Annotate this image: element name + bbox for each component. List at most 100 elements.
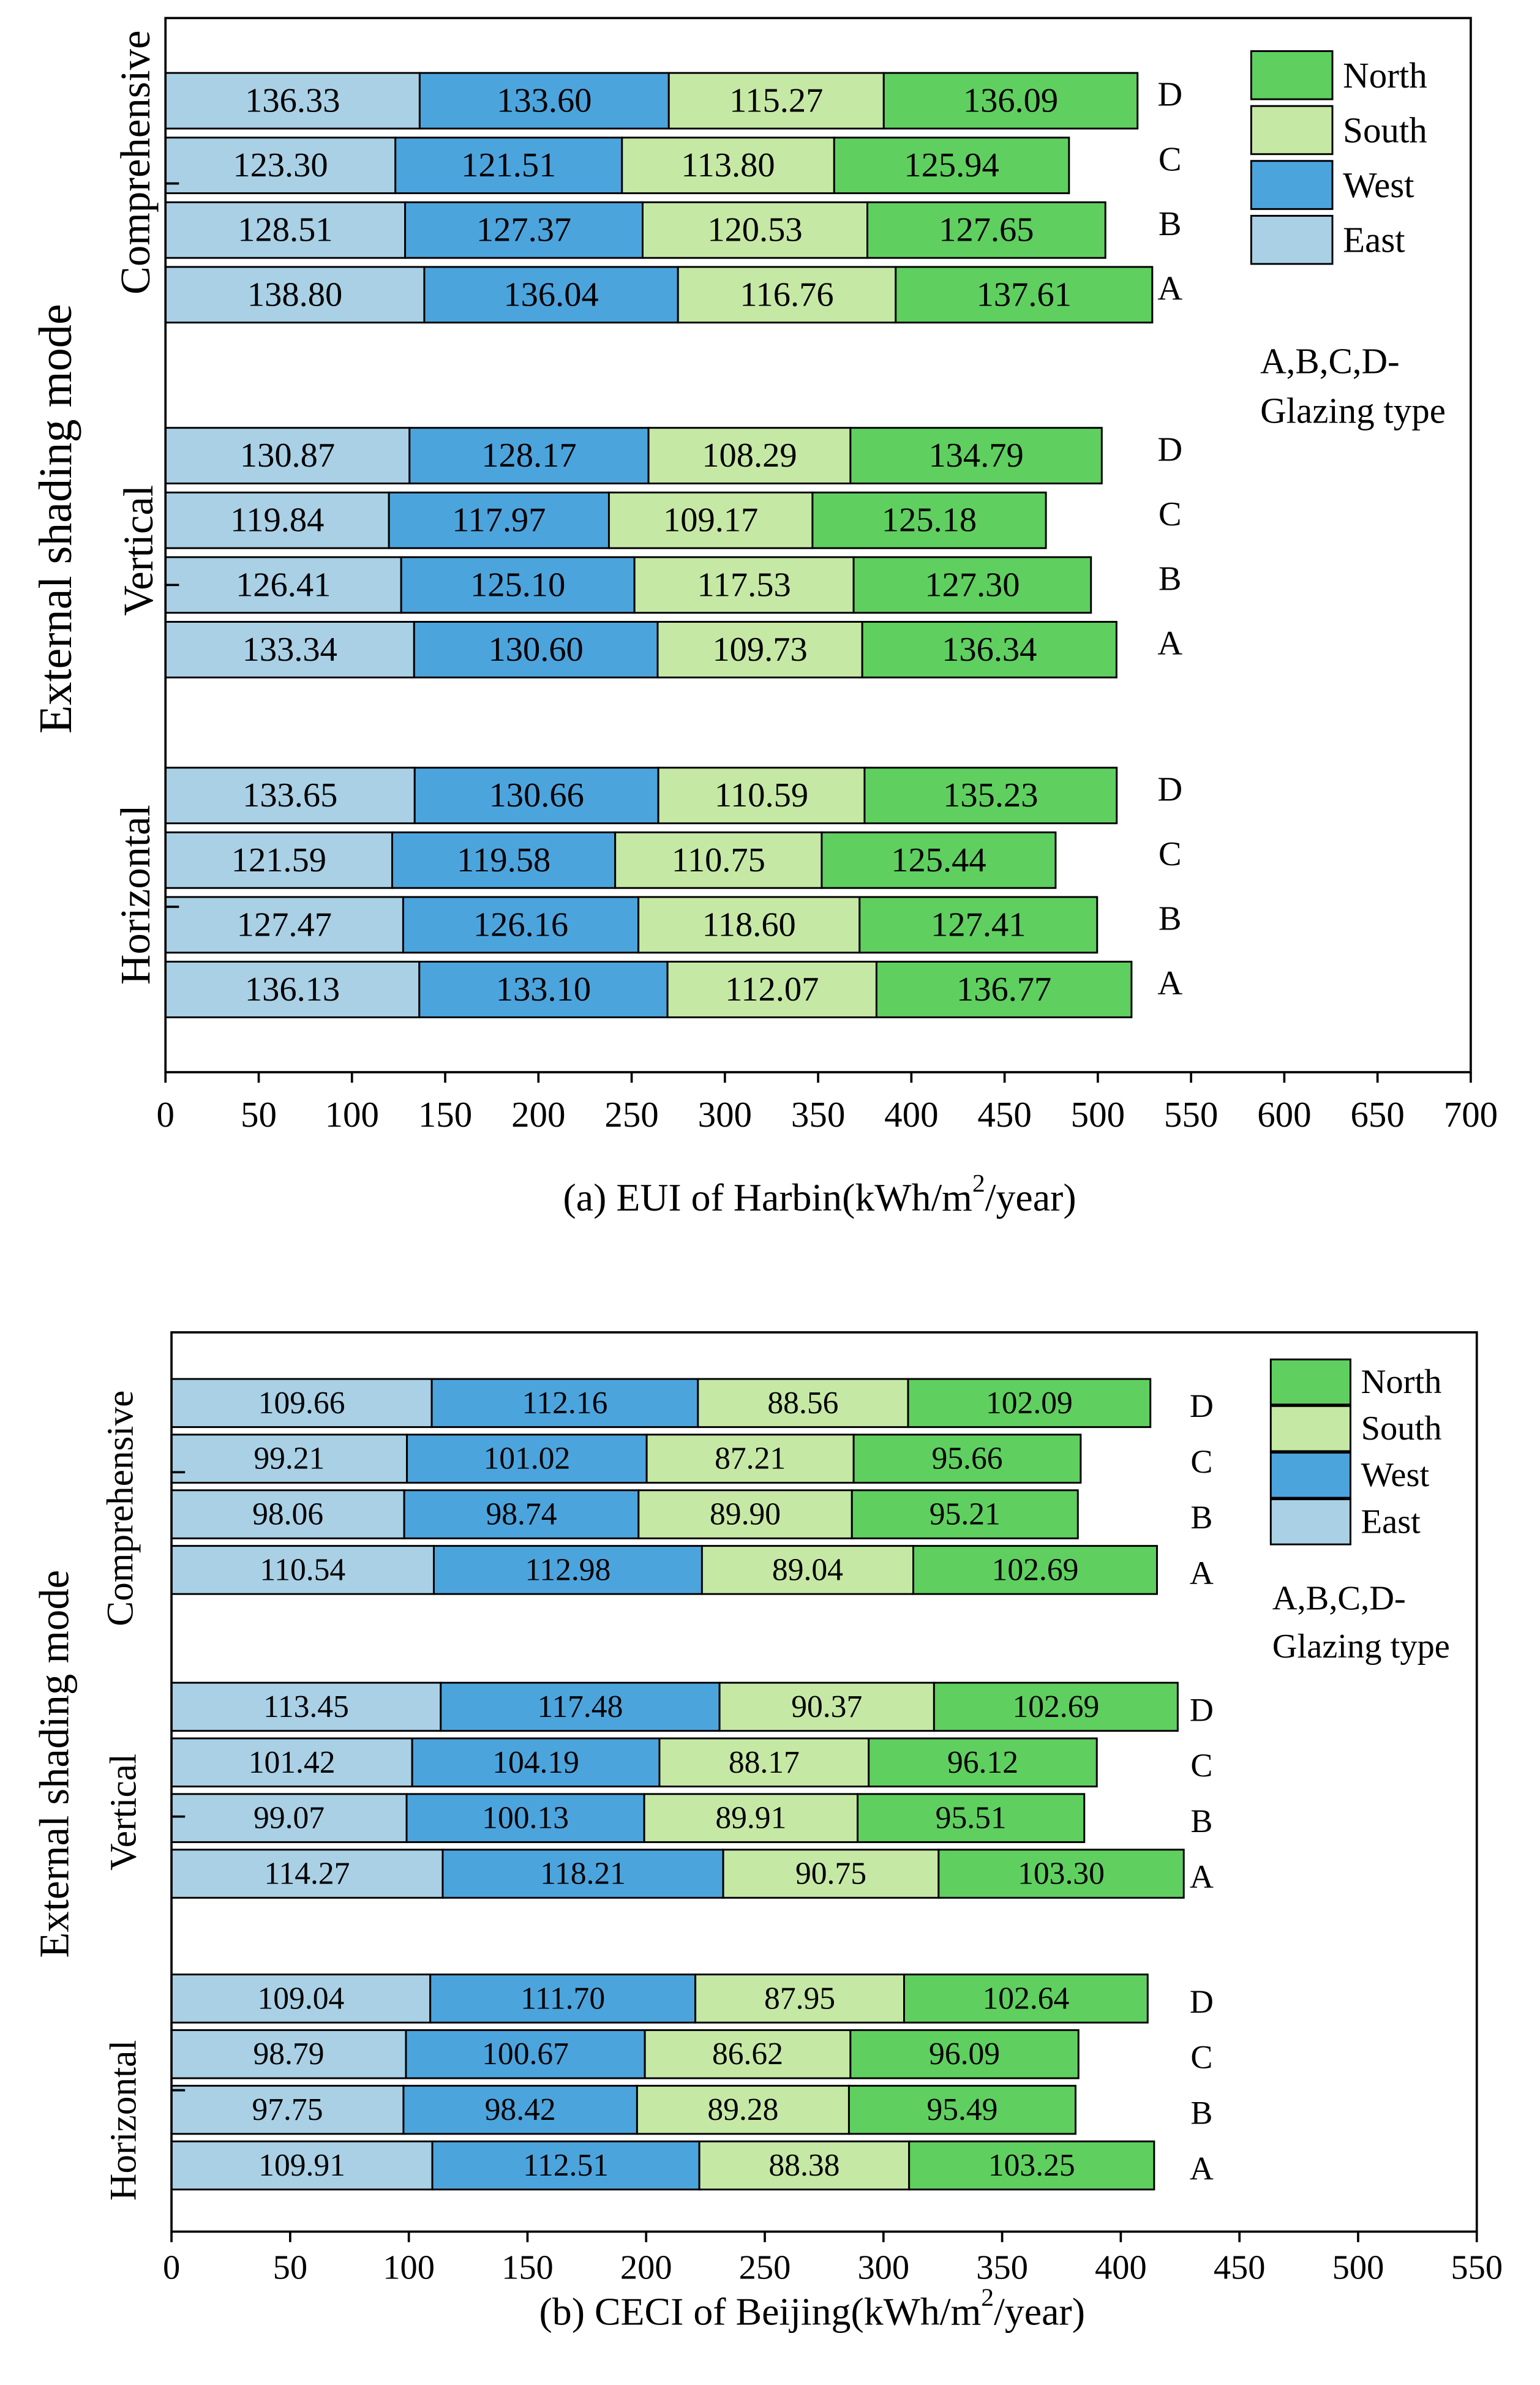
data-label-vertical-a-west: 118.21 <box>540 1857 626 1891</box>
data-label-horizontal-b-south: 89.28 <box>707 2092 778 2127</box>
data-label-vertical-b-north: 95.51 <box>936 1801 1007 1836</box>
data-label-horizontal-c-north: 125.44 <box>891 841 986 879</box>
bar-segment-vertical-c-south <box>607 491 814 549</box>
bar-segment-vertical-a-south <box>722 1849 940 1899</box>
data-label-vertical-a-north: 136.34 <box>942 631 1037 669</box>
y-axis-title: External shading mode <box>31 1570 78 1958</box>
data-label-vertical-c-west: 117.97 <box>452 501 546 539</box>
glazing-note-caption: Glazing type <box>1272 1628 1450 1666</box>
legend-swatch-north <box>1250 50 1334 100</box>
x-tick-label: 600 <box>1257 1094 1311 1135</box>
glazing-note-letters: A,B,C,D- <box>1260 340 1400 381</box>
bar-segment-vertical-a-north <box>937 1849 1185 1899</box>
bar-segment-comprehensive-b-west <box>404 201 644 259</box>
bar-segment-horizontal-c-south <box>644 2029 852 2079</box>
bar-segment-comprehensive-a-south <box>701 1545 914 1595</box>
bar-segment-horizontal-d-north <box>903 1974 1149 2024</box>
legend-label-south: South <box>1361 1410 1442 1448</box>
bar-segment-horizontal-b-west <box>402 2084 638 2135</box>
bar-segment-vertical-a-west <box>441 1849 724 1899</box>
data-label-vertical-c-north: 96.12 <box>947 1745 1018 1780</box>
x-tick-label: 400 <box>1095 2248 1147 2286</box>
legend-label-east: East <box>1361 1503 1421 1541</box>
data-label-vertical-b-east: 126.41 <box>236 566 331 604</box>
data-label-horizontal-c-west: 100.67 <box>482 2037 569 2071</box>
x-axis-title-end: /year) <box>985 1175 1076 1219</box>
data-label-vertical-d-south: 108.29 <box>702 437 797 475</box>
data-label-comprehensive-a-east: 110.54 <box>260 1552 345 1587</box>
group-label-comprehensive: Comprehensive <box>112 30 159 295</box>
glazing-type-label-comprehensive-b: B <box>1190 1499 1212 1536</box>
data-label-comprehensive-a-north: 102.69 <box>992 1552 1079 1587</box>
data-label-vertical-d-west: 128.17 <box>481 437 576 475</box>
bar-segment-horizontal-b-east <box>170 2084 405 2135</box>
bar-segment-comprehensive-b-south <box>641 201 868 259</box>
data-label-vertical-a-south: 109.73 <box>712 631 807 669</box>
bar-segment-vertical-a-north <box>861 621 1117 678</box>
glazing-note-letters: A,B,C,D- <box>1272 1580 1406 1618</box>
data-label-horizontal-a-north: 103.25 <box>988 2148 1075 2183</box>
bar-segment-comprehensive-a-south <box>677 266 897 324</box>
harbin-eui-chart: 136.33 133.60 115.27 136.09 123.30 121.51 113.… <box>30 17 1498 1219</box>
x-tick-label: 300 <box>857 2248 909 2286</box>
bar-segment-vertical-d-north <box>933 1681 1179 1732</box>
bar-segment-vertical-c-south <box>658 1737 870 1788</box>
bar-segment-horizontal-d-south <box>657 767 866 825</box>
bar-segment-comprehensive-c-east <box>170 1433 408 1484</box>
bar-segment-horizontal-a-north <box>875 961 1133 1018</box>
x-tick-label: 500 <box>1071 1094 1125 1135</box>
legend: North South West East <box>1250 50 1427 265</box>
data-label-vertical-c-east: 119.84 <box>230 501 324 539</box>
data-label-horizontal-a-east: 136.13 <box>245 971 340 1008</box>
data-label-horizontal-b-south: 118.60 <box>702 906 796 944</box>
data-label-horizontal-d-south: 110.59 <box>715 776 808 814</box>
data-label-vertical-a-north: 103.30 <box>1018 1857 1105 1891</box>
x-axis-title: (a) EUI of Harbin(kWh/m2/year) <box>563 1170 1076 1219</box>
bar-segment-horizontal-c-north <box>849 2029 1080 2079</box>
glazing-type-label-horizontal-d: D <box>1157 770 1182 808</box>
data-label-comprehensive-d-north: 102.09 <box>986 1386 1073 1421</box>
group-label-vertical: Vertical <box>115 485 162 616</box>
data-label-horizontal-a-south: 88.38 <box>768 2148 839 2183</box>
bar-segment-horizontal-a-south <box>698 2140 911 2191</box>
glazing-type-label-horizontal-c: C <box>1190 2039 1212 2076</box>
bar-segment-vertical-b-west <box>405 1793 645 1843</box>
data-label-comprehensive-a-west: 112.98 <box>525 1552 610 1587</box>
bar-segment-horizontal-c-south <box>614 831 823 889</box>
bar-value-labels: 136.33 133.60 115.27 136.09 123.30 121.51 113.… <box>230 82 1072 1008</box>
data-label-comprehensive-a-south: 116.76 <box>740 276 833 314</box>
bar-segment-vertical-d-east <box>164 427 411 485</box>
bar-segment-horizontal-c-west <box>391 831 617 889</box>
data-label-horizontal-a-east: 109.91 <box>258 2148 345 2183</box>
x-tick-label: 250 <box>604 1094 658 1135</box>
legend-swatch-east <box>1269 1498 1351 1546</box>
bar-segment-comprehensive-c-south <box>645 1433 855 1484</box>
legend-swatch-east <box>1250 214 1334 265</box>
x-tick-label: 550 <box>1451 2248 1503 2286</box>
glazing-note-caption: Glazing type <box>1260 390 1446 430</box>
data-label-horizontal-b-north: 95.49 <box>926 2092 997 2127</box>
legend-swatch-north <box>1269 1358 1351 1406</box>
data-label-vertical-b-north: 127.30 <box>925 566 1020 604</box>
legend: North South West East <box>1269 1358 1442 1546</box>
x-tick-label: 300 <box>698 1094 752 1135</box>
data-label-comprehensive-a-east: 138.80 <box>247 276 342 314</box>
data-label-vertical-d-north: 102.69 <box>1012 1689 1099 1724</box>
glazing-type-label-vertical-c: C <box>1159 495 1182 533</box>
data-label-comprehensive-b-north: 95.21 <box>930 1497 1001 1532</box>
x-tick-label: 450 <box>1214 2248 1266 2286</box>
x-tick-label: 350 <box>791 1094 845 1135</box>
bar-segment-comprehensive-d-north <box>882 72 1139 130</box>
data-label-horizontal-d-west: 111.70 <box>520 1981 605 2016</box>
glazing-type-label-horizontal-a: A <box>1190 2150 1214 2187</box>
x-tick-label: 550 <box>1164 1094 1218 1135</box>
bar-segment-vertical-b-east <box>170 1793 408 1843</box>
bar-segment-comprehensive-b-north <box>866 201 1106 259</box>
bar-segment-comprehensive-d-south <box>667 72 885 130</box>
bar-segment-vertical-c-north <box>811 491 1047 549</box>
bar-segment-comprehensive-a-west <box>423 266 679 324</box>
bar-segment-comprehensive-d-south <box>697 1378 909 1429</box>
data-label-comprehensive-d-north: 136.09 <box>963 82 1058 120</box>
data-label-horizontal-b-east: 127.47 <box>237 906 332 944</box>
data-label-horizontal-c-north: 96.09 <box>929 2037 1000 2071</box>
